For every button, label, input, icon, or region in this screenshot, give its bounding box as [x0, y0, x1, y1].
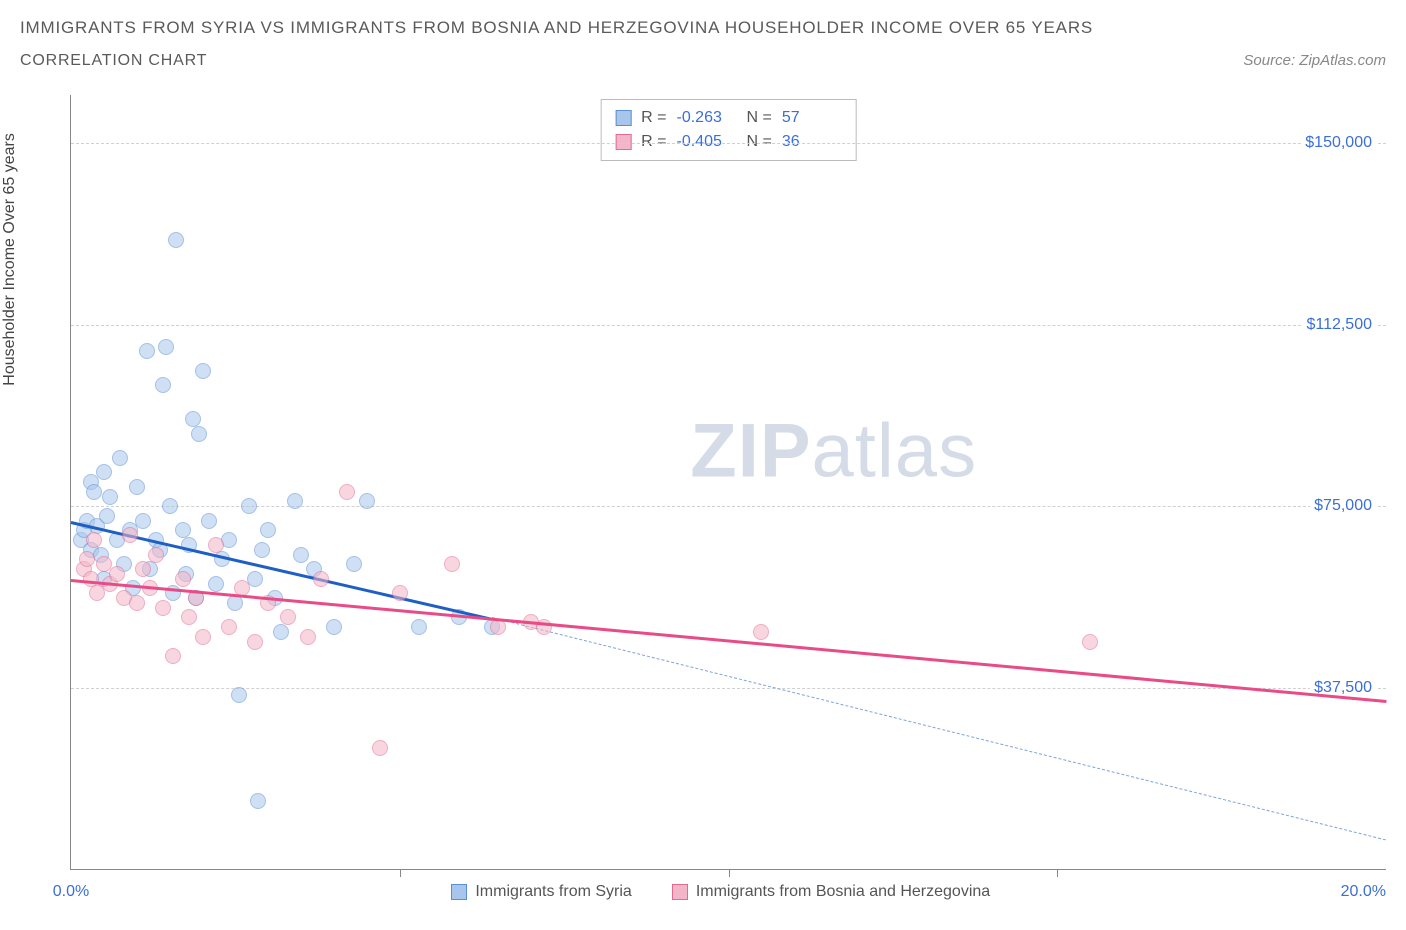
scatter-point [168, 232, 184, 248]
scatter-point [96, 464, 112, 480]
scatter-point [753, 624, 769, 640]
scatter-point [102, 489, 118, 505]
scatter-point [162, 498, 178, 514]
gridline [71, 506, 1386, 507]
scatter-point [129, 479, 145, 495]
chart-title-line1: IMMIGRANTS FROM SYRIA VS IMMIGRANTS FROM… [20, 18, 1386, 38]
scatter-point [158, 339, 174, 355]
stat-label-n: N = [747, 130, 772, 154]
scatter-point [208, 537, 224, 553]
trend-line [492, 617, 1386, 840]
scatter-point [122, 527, 138, 543]
scatter-point [86, 532, 102, 548]
scatter-point [260, 522, 276, 538]
stats-row: R = -0.405 N = 36 [615, 130, 842, 154]
scatter-point [99, 508, 115, 524]
stats-row: R = -0.263 N = 57 [615, 106, 842, 130]
scatter-point [112, 450, 128, 466]
stat-label-r: R = [641, 106, 666, 130]
correlation-stats-box: R = -0.263 N = 57 R = -0.405 N = 36 [600, 99, 857, 161]
scatter-point [241, 498, 257, 514]
y-tick-label: $112,500 [1302, 316, 1376, 334]
chart-container: Householder Income Over 65 years ZIPatla… [20, 95, 1386, 910]
scatter-point [359, 493, 375, 509]
scatter-point [254, 542, 270, 558]
watermark: ZIPatlas [690, 408, 977, 495]
source-attribution: Source: ZipAtlas.com [1243, 52, 1386, 69]
scatter-point [129, 595, 145, 611]
legend-label: Immigrants from Syria [475, 883, 631, 901]
legend: Immigrants from Syria Immigrants from Bos… [70, 874, 1386, 910]
scatter-point [300, 629, 316, 645]
scatter-point [372, 740, 388, 756]
stat-value-r: -0.263 [677, 106, 737, 130]
scatter-point [135, 513, 151, 529]
scatter-point [250, 793, 266, 809]
stat-value-r: -0.405 [677, 130, 737, 154]
scatter-point [155, 600, 171, 616]
scatter-point [221, 619, 237, 635]
scatter-point [155, 377, 171, 393]
scatter-point [339, 484, 355, 500]
scatter-point [247, 571, 263, 587]
scatter-point [280, 609, 296, 625]
scatter-point [293, 547, 309, 563]
legend-swatch [615, 110, 631, 126]
plot-area: ZIPatlas R =-0.263N =57R =-0.405N =36 $3… [70, 95, 1386, 870]
scatter-point [139, 343, 155, 359]
scatter-point [392, 585, 408, 601]
scatter-point [411, 619, 427, 635]
scatter-point [247, 634, 263, 650]
scatter-point [201, 513, 217, 529]
stat-label-r: R = [641, 130, 666, 154]
stat-value-n: 57 [782, 106, 842, 130]
scatter-point [191, 426, 207, 442]
scatter-point [181, 609, 197, 625]
y-axis-label: Householder Income Over 65 years [1, 133, 19, 386]
scatter-point [346, 556, 362, 572]
gridline [71, 688, 1386, 689]
legend-swatch [672, 884, 688, 900]
scatter-point [490, 619, 506, 635]
scatter-point [148, 547, 164, 563]
scatter-point [313, 571, 329, 587]
scatter-point [86, 484, 102, 500]
scatter-point [175, 571, 191, 587]
scatter-point [231, 687, 247, 703]
legend-item: Immigrants from Bosnia and Herzegovina [672, 883, 990, 901]
y-tick-label: $150,000 [1301, 134, 1376, 152]
scatter-point [79, 551, 95, 567]
scatter-point [109, 566, 125, 582]
chart-title-line2: CORRELATION CHART [20, 52, 207, 70]
legend-swatch [451, 884, 467, 900]
scatter-point [273, 624, 289, 640]
scatter-point [1082, 634, 1098, 650]
legend-swatch [615, 134, 631, 150]
trend-line [71, 579, 1386, 702]
scatter-point [208, 576, 224, 592]
scatter-point [195, 363, 211, 379]
scatter-point [287, 493, 303, 509]
scatter-point [165, 648, 181, 664]
chart-header: IMMIGRANTS FROM SYRIA VS IMMIGRANTS FROM… [0, 0, 1406, 70]
scatter-point [227, 595, 243, 611]
gridline [71, 143, 1386, 144]
scatter-point [444, 556, 460, 572]
stat-label-n: N = [747, 106, 772, 130]
scatter-point [135, 561, 151, 577]
y-tick-label: $75,000 [1310, 497, 1376, 515]
legend-item: Immigrants from Syria [451, 883, 631, 901]
stat-value-n: 36 [782, 130, 842, 154]
gridline [71, 325, 1386, 326]
scatter-point [326, 619, 342, 635]
legend-label: Immigrants from Bosnia and Herzegovina [696, 883, 990, 901]
scatter-point [195, 629, 211, 645]
